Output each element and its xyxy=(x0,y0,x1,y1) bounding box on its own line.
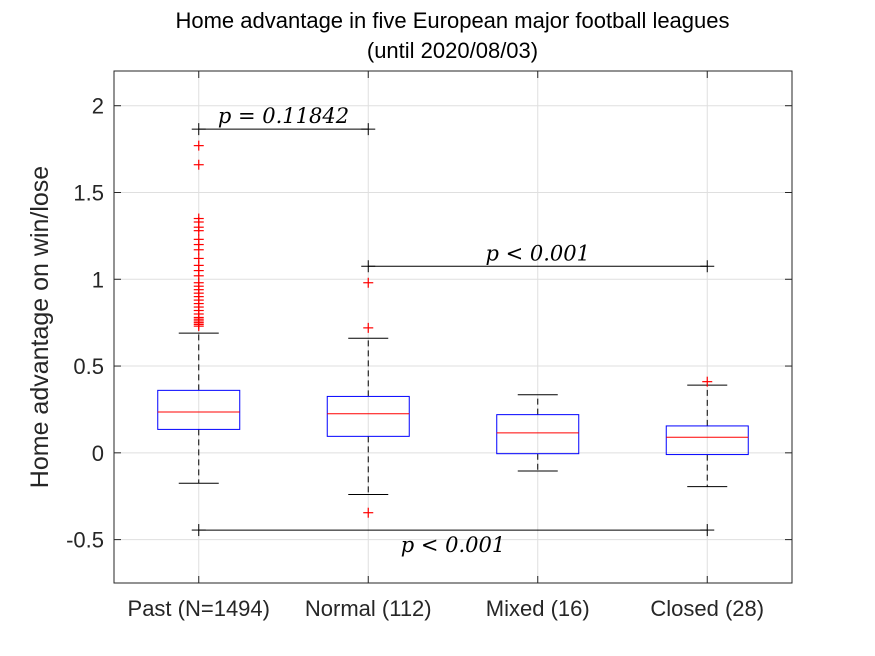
x-tick-label: Closed (28) xyxy=(650,596,764,621)
outlier-marker xyxy=(193,321,204,332)
chart-subtitle-line: (until 2020/08/03) xyxy=(366,38,539,63)
outlier-marker xyxy=(193,159,204,170)
box-group xyxy=(326,277,410,518)
box-group xyxy=(157,140,241,484)
box-group xyxy=(665,376,749,488)
x-tick-label: Past (N=1494) xyxy=(128,596,270,621)
y-tick-label: 0.5 xyxy=(73,354,104,379)
y-axis-label: Home advantage on win/lose xyxy=(26,166,54,488)
outlier-marker xyxy=(702,376,713,387)
box-group xyxy=(496,394,580,472)
outlier-marker xyxy=(193,225,204,236)
y-tick-label: -0.5 xyxy=(66,528,104,553)
chart-title-line: Home advantage in five European major fo… xyxy=(175,8,730,33)
outlier-marker xyxy=(363,277,374,288)
p-value-label: p = 0.11842 xyxy=(218,104,349,128)
x-tick-label: Normal (112) xyxy=(305,596,432,621)
y-tick-label: 0 xyxy=(92,441,104,466)
grid-layer xyxy=(114,71,792,583)
iqr-box xyxy=(665,425,749,456)
outlier-marker xyxy=(193,140,204,151)
ticks-layer: -0.5 0 0.5 1 1.5 2 Past (N=1494) Normal (112) Mi… xyxy=(66,71,792,621)
p-value-label: p < 0.001 xyxy=(485,241,590,265)
iqr-box xyxy=(157,389,241,430)
chart-title: Home advantage in five European major fo… xyxy=(0,6,875,66)
outlier-marker xyxy=(193,244,204,255)
y-tick-label: 2 xyxy=(92,94,104,119)
boxes-layer xyxy=(157,140,749,518)
axes-frame xyxy=(113,70,793,584)
significance-bracket: p = 0.11842 xyxy=(191,104,376,136)
y-tick-label: 1.5 xyxy=(73,180,104,205)
x-tick-label: Mixed (16) xyxy=(486,596,590,621)
iqr-box xyxy=(496,414,580,455)
y-tick-label: 1 xyxy=(92,267,104,292)
annotation-layer: p = 0.11842 p < 0.001 p < 0.001 xyxy=(191,104,715,557)
significance-bracket: p < 0.001 xyxy=(361,241,715,273)
significance-bracket: p < 0.001 xyxy=(191,524,715,557)
iqr-box xyxy=(326,395,410,437)
outlier-marker xyxy=(363,507,374,518)
p-value-label: p < 0.001 xyxy=(401,533,506,557)
outlier-marker xyxy=(363,322,374,333)
